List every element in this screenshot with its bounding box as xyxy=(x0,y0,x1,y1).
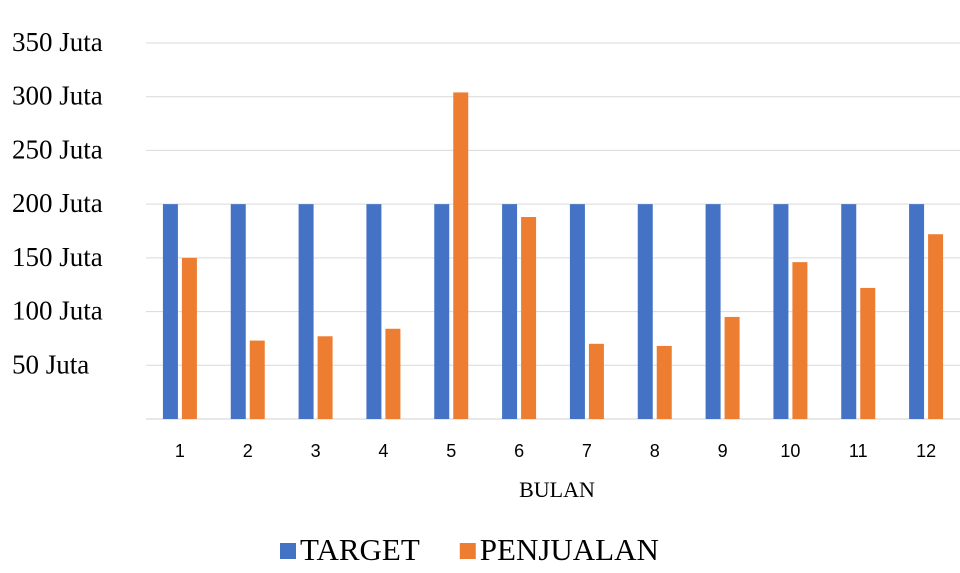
x-tick-label: 4 xyxy=(378,441,388,461)
legend: TARGET PENJUALAN xyxy=(280,532,659,567)
bar-penjualan-12 xyxy=(928,234,944,419)
bar-penjualan-8 xyxy=(656,345,672,419)
x-axis-ticks: 1 2 3 4 5 6 7 8 9 10 11 12 xyxy=(175,441,936,461)
bar-penjualan-7 xyxy=(588,343,604,419)
y-tick-label: 150 Juta xyxy=(12,242,103,272)
bar-target-12 xyxy=(909,204,925,419)
bar-penjualan-9 xyxy=(724,316,740,419)
x-tick-label: 12 xyxy=(916,441,936,461)
bar-penjualan-4 xyxy=(385,328,401,419)
bar-target-9 xyxy=(705,204,721,419)
y-tick-label: 100 Juta xyxy=(12,296,103,326)
y-tick-label: 300 Juta xyxy=(12,81,103,111)
x-tick-label: 1 xyxy=(175,441,185,461)
y-tick-label: 250 Juta xyxy=(12,134,103,164)
x-tick-label: 9 xyxy=(718,441,728,461)
bar-penjualan-1 xyxy=(181,257,197,419)
legend-label-target: TARGET xyxy=(300,532,420,567)
gridlines xyxy=(146,42,960,420)
bar-penjualan-10 xyxy=(792,262,808,419)
x-tick-label: 5 xyxy=(446,441,456,461)
bars xyxy=(162,92,944,419)
bar-penjualan-6 xyxy=(521,217,537,419)
y-tick-label: 50 Juta xyxy=(12,349,89,379)
bar-target-6 xyxy=(502,204,518,419)
bar-target-3 xyxy=(298,204,314,419)
bar-penjualan-2 xyxy=(249,340,265,419)
bar-target-2 xyxy=(230,204,246,419)
bar-target-8 xyxy=(637,204,653,419)
x-tick-label: 3 xyxy=(311,441,321,461)
legend-swatch-penjualan xyxy=(459,543,476,559)
bar-target-4 xyxy=(366,204,382,419)
y-tick-label: 350 Juta xyxy=(12,27,103,57)
x-tick-label: 11 xyxy=(849,441,868,461)
legend-swatch-target xyxy=(280,543,296,559)
x-tick-label: 10 xyxy=(780,441,800,461)
bar-target-7 xyxy=(569,204,585,419)
bar-target-11 xyxy=(841,204,857,419)
y-tick-label: 200 Juta xyxy=(12,188,103,218)
legend-label-penjualan: PENJUALAN xyxy=(480,532,659,567)
x-tick-label: 8 xyxy=(650,441,660,461)
x-tick-label: 6 xyxy=(514,441,524,461)
x-tick-label: 2 xyxy=(243,441,253,461)
x-tick-label: 7 xyxy=(582,441,592,461)
bar-penjualan-11 xyxy=(860,287,876,419)
bar-target-5 xyxy=(434,204,450,419)
y-axis-ticks: 50 Juta 100 Juta 150 Juta 200 Juta 250 Juta 3… xyxy=(12,27,103,379)
bar-target-1 xyxy=(162,204,178,419)
bar-penjualan-3 xyxy=(317,336,333,419)
bar-target-10 xyxy=(773,204,789,419)
x-axis-label: BULAN xyxy=(519,477,595,502)
bar-penjualan-5 xyxy=(453,92,469,419)
